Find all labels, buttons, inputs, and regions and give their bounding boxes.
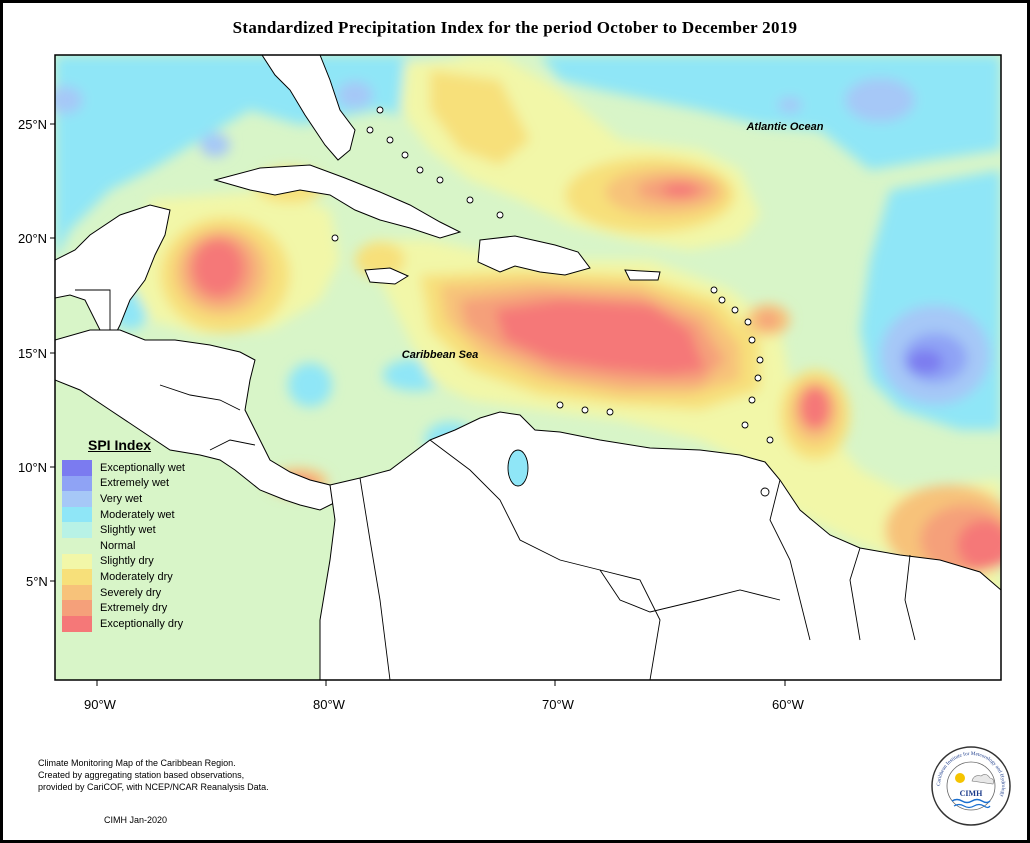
legend-item: Slightly dry xyxy=(62,553,202,570)
legend-label: Slightly dry xyxy=(100,555,154,568)
footnote-line: Climate Monitoring Map of the Caribbean … xyxy=(38,758,236,768)
land-south-america xyxy=(319,411,1001,680)
legend-item: Extremely dry xyxy=(62,600,202,616)
legend-swatch xyxy=(62,475,92,492)
map-title: Standardized Precipitation Index for the… xyxy=(232,18,798,37)
legend-label: Very wet xyxy=(100,492,143,505)
lat-label-15n: 15°N xyxy=(18,346,48,361)
wave-icon xyxy=(951,798,991,804)
lon-label-70w: 70°W xyxy=(542,697,574,712)
legend-item: Very wet xyxy=(62,491,202,507)
legend-item: Exceptionally dry xyxy=(62,615,202,632)
legend-item: Extremely wet xyxy=(62,475,202,492)
land-puerto-rico xyxy=(624,269,661,281)
lat-label-20n: 20°N xyxy=(18,231,48,246)
legend-label: Extremely wet xyxy=(100,477,170,490)
map-footnote: Climate Monitoring Map of the Caribbean … xyxy=(38,757,269,793)
footnote-line: provided by CariCOF, with NCEP/NCAR Rean… xyxy=(38,782,269,792)
legend-swatch xyxy=(62,553,92,570)
cimh-logo: Caribbean Institute for Meteorology and … xyxy=(931,746,1011,826)
land-florida xyxy=(261,55,356,161)
logo-abbr: CIMH xyxy=(960,789,983,798)
wet-zone-gulf xyxy=(55,55,470,260)
lat-label-10n: 10°N xyxy=(18,460,48,475)
legend-label: Moderately dry xyxy=(100,570,173,583)
legend-swatch xyxy=(62,460,92,476)
country-borders xyxy=(75,289,916,680)
legend-label: Exceptionally wet xyxy=(100,461,185,474)
lesser-antilles xyxy=(331,106,774,497)
legend-item: Moderately wet xyxy=(62,506,202,523)
legend-swatch xyxy=(62,600,92,616)
legend-label: Severely dry xyxy=(100,586,162,599)
legend-swatch xyxy=(62,522,92,538)
map-border xyxy=(54,54,1002,681)
lat-label-25n: 25°N xyxy=(18,117,48,132)
legend-swatch xyxy=(62,584,92,601)
legend-label: Moderately wet xyxy=(100,508,175,521)
legend-item: Moderately dry xyxy=(62,569,202,585)
legend-label: Slightly wet xyxy=(100,524,156,537)
legend-label: Exceptionally dry xyxy=(100,617,184,630)
legend-swatch xyxy=(62,506,92,523)
legend-swatch xyxy=(62,615,92,632)
label-atlantic-ocean: Atlantic Ocean xyxy=(745,121,823,133)
legend-item: Severely dry xyxy=(62,584,202,601)
land-masses xyxy=(55,55,1001,680)
legend-swatch xyxy=(62,537,92,554)
legend-label: Extremely dry xyxy=(100,602,168,615)
lon-label-90w: 90°W xyxy=(84,697,116,712)
sun-icon xyxy=(955,773,965,783)
land-cuba xyxy=(213,164,462,239)
legend-label: Normal xyxy=(100,539,136,552)
legend-swatch xyxy=(62,491,92,507)
map-credit: CIMH Jan-2020 xyxy=(104,815,168,825)
legend-item: Exceptionally wet xyxy=(62,460,202,476)
footnote-line: Created by aggregating station based obs… xyxy=(38,770,245,780)
lake-maracaibo xyxy=(507,449,529,487)
legend-swatch xyxy=(62,569,92,585)
label-caribbean-sea: Caribbean Sea xyxy=(402,349,478,361)
legend-item: Normal xyxy=(62,537,202,554)
land-jamaica xyxy=(364,267,410,285)
legend-item: Slightly wet xyxy=(62,522,202,538)
cloud-icon xyxy=(971,774,994,785)
axis-ticks xyxy=(50,123,786,686)
lat-label-5n: 5°N xyxy=(26,574,48,589)
legend-title: SPI Index xyxy=(88,437,152,453)
land-hispaniola xyxy=(477,235,591,276)
spi-legend: SPI Index Exceptionally wet Extremely wet… xyxy=(62,437,202,632)
lon-label-60w: 60°W xyxy=(772,697,804,712)
land-yucatan xyxy=(55,204,171,336)
lon-label-80w: 80°W xyxy=(313,697,345,712)
